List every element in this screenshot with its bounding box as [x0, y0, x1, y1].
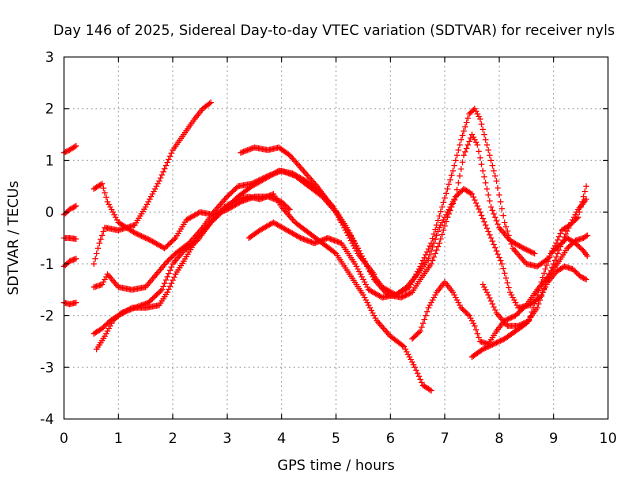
y-tick-label: -3: [40, 360, 54, 376]
series-track-l: [237, 105, 590, 298]
data-point-markers: [479, 235, 591, 329]
data-point-markers: [90, 99, 214, 267]
series-track-o: [479, 235, 591, 329]
y-tick-label: 2: [45, 102, 54, 118]
y-axis-label: SDTVAR / TECUs: [6, 181, 22, 296]
x-tick-label: 7: [440, 431, 449, 447]
y-tick-label: 0: [45, 205, 54, 221]
x-tick-label: 9: [549, 431, 558, 447]
x-tick-label: 8: [495, 431, 504, 447]
y-tick-label: -2: [40, 309, 54, 325]
x-tick-label: 4: [277, 431, 286, 447]
x-tick-label: 5: [332, 431, 341, 447]
chart-title: Day 146 of 2025, Sidereal Day-to-day VTE…: [53, 23, 615, 39]
x-tick-label: 6: [386, 431, 395, 447]
axis-ticks: [63, 56, 609, 420]
x-tick-label: 3: [223, 431, 232, 447]
series-track-f: [90, 99, 214, 267]
x-tick-label: 0: [60, 431, 69, 447]
series-track-n: [469, 196, 590, 360]
x-axis-tick-labels: 0 1 2 3 4 5 6 7 8 9 10: [60, 431, 617, 447]
y-axis-tick-labels: -4 -3 -2 -1 0 1 2 3: [40, 50, 54, 428]
data-layer: [61, 99, 591, 394]
x-tick-label: 1: [114, 431, 123, 447]
y-tick-label: 1: [45, 153, 54, 169]
data-point-markers: [469, 196, 590, 360]
x-tick-label: 10: [599, 431, 617, 447]
data-point-markers: [237, 105, 590, 298]
grid: [64, 57, 608, 419]
y-tick-label: -4: [40, 412, 54, 428]
y-tick-label: -1: [40, 257, 54, 273]
y-tick-label: 3: [45, 50, 54, 66]
x-axis-label: GPS time / hours: [277, 458, 394, 474]
x-tick-label: 2: [168, 431, 177, 447]
